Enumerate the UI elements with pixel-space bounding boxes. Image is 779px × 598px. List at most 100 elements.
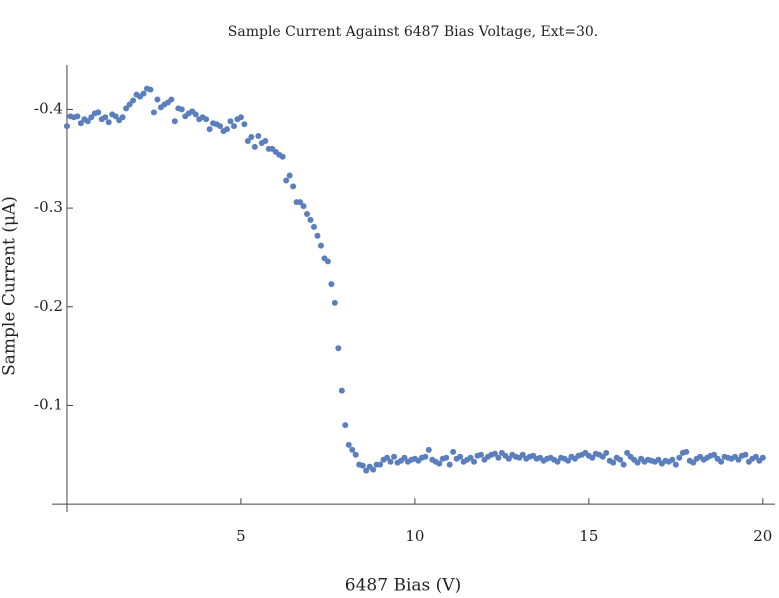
point — [617, 456, 624, 463]
point — [477, 451, 484, 458]
point — [286, 172, 293, 179]
point — [345, 441, 352, 448]
point — [88, 114, 95, 121]
y-tick-label: -0.3 — [34, 198, 63, 216]
point — [290, 183, 297, 190]
point — [192, 111, 199, 118]
point — [335, 345, 342, 352]
point — [154, 96, 161, 103]
point — [297, 199, 304, 206]
point — [683, 448, 690, 455]
point — [123, 105, 130, 112]
point — [690, 459, 697, 466]
point — [387, 458, 394, 465]
point — [300, 203, 307, 210]
point — [84, 118, 91, 125]
point — [711, 451, 718, 458]
point — [620, 461, 627, 468]
point — [672, 461, 679, 468]
x-tick-label: 20 — [753, 527, 772, 545]
point — [752, 453, 759, 460]
point — [171, 118, 178, 125]
y-tick-label: -0.2 — [34, 297, 63, 315]
point — [63, 123, 70, 130]
point — [634, 459, 641, 466]
point — [352, 451, 359, 458]
point — [505, 455, 512, 462]
point — [95, 109, 102, 116]
point — [307, 216, 314, 223]
point — [436, 460, 443, 467]
point — [279, 153, 286, 160]
point — [370, 466, 377, 473]
point — [126, 101, 133, 108]
point — [310, 223, 317, 230]
point — [349, 446, 356, 453]
point — [422, 453, 429, 460]
point — [610, 459, 617, 466]
x-tick-label: 15 — [579, 527, 598, 545]
point — [401, 454, 408, 461]
point — [359, 462, 366, 469]
point — [377, 461, 384, 468]
point — [241, 121, 248, 128]
point — [589, 454, 596, 461]
point — [178, 106, 185, 113]
point — [105, 119, 112, 126]
point — [224, 126, 231, 133]
point — [168, 96, 175, 103]
point — [603, 449, 610, 456]
point — [495, 454, 502, 461]
point — [262, 137, 269, 144]
point — [217, 123, 224, 130]
point — [443, 454, 450, 461]
point — [554, 458, 561, 465]
point — [676, 454, 683, 461]
point — [77, 120, 84, 127]
x-tick-label: 10 — [405, 527, 424, 545]
point — [446, 461, 453, 468]
point — [102, 114, 109, 121]
point — [227, 118, 234, 125]
point — [331, 299, 338, 306]
point — [425, 446, 432, 453]
point — [491, 450, 498, 457]
point — [314, 232, 321, 239]
point — [384, 454, 391, 461]
point — [471, 458, 478, 465]
point — [735, 456, 742, 463]
point — [655, 456, 662, 463]
point — [759, 454, 766, 461]
point — [283, 177, 290, 184]
x-tick-label: 5 — [236, 527, 246, 545]
point — [74, 113, 81, 120]
point — [112, 113, 119, 120]
x-axis-label: 6487 Bias (V) — [345, 576, 461, 596]
point — [248, 134, 255, 141]
point — [599, 453, 606, 460]
point — [150, 109, 157, 116]
point — [338, 387, 345, 394]
point — [317, 242, 324, 249]
y-tick-label: -0.1 — [34, 395, 63, 413]
point — [718, 458, 725, 465]
point — [624, 449, 631, 456]
point — [519, 451, 526, 458]
point — [669, 456, 676, 463]
point — [130, 97, 137, 104]
y-tick-label: -0.4 — [34, 99, 63, 117]
point — [467, 454, 474, 461]
point — [450, 448, 457, 455]
point — [342, 422, 349, 429]
point — [391, 453, 398, 460]
point — [230, 123, 237, 130]
point — [140, 90, 147, 97]
point — [255, 133, 262, 140]
y-axis-label: Sample Current (μA) — [0, 196, 20, 376]
point — [147, 86, 154, 93]
point — [119, 114, 126, 121]
point — [457, 453, 464, 460]
point — [203, 116, 210, 123]
point — [206, 126, 213, 133]
